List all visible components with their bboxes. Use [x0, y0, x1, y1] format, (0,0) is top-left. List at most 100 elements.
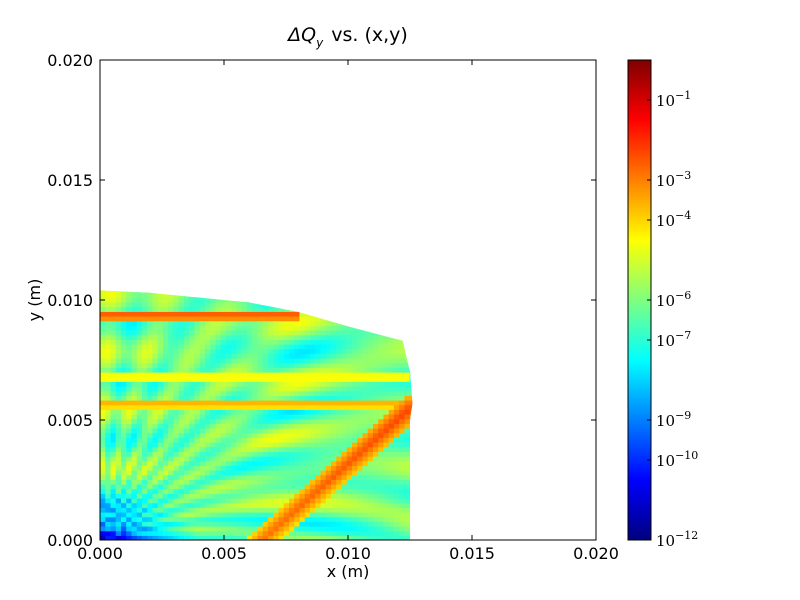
heatmap-cell: [320, 535, 327, 540]
heatmap-cell: [168, 367, 175, 373]
heatmap-cell: [215, 400, 222, 406]
heatmap-cell: [320, 386, 327, 392]
heatmap-cell: [157, 362, 164, 368]
heatmap-cell: [246, 442, 253, 448]
heatmap-cell: [393, 470, 400, 476]
heatmap-cell: [404, 512, 411, 518]
heatmap-cell: [341, 376, 348, 382]
heatmap-cell: [404, 432, 411, 438]
heatmap-cell: [383, 521, 390, 527]
heatmap-cell: [241, 325, 248, 331]
heatmap-cell: [131, 479, 138, 485]
heatmap-cell: [325, 320, 332, 326]
heatmap-cell: [231, 456, 238, 462]
heatmap-cell: [194, 470, 201, 476]
heatmap-cell: [231, 404, 238, 410]
heatmap-cell: [278, 432, 285, 438]
heatmap-cell: [383, 362, 390, 368]
heatmap-cell: [173, 409, 180, 415]
heatmap-cell: [341, 521, 348, 527]
heatmap-cell: [304, 353, 311, 359]
heatmap-cell: [273, 484, 280, 490]
heatmap-cell: [183, 381, 190, 387]
heatmap-cell: [346, 409, 353, 415]
heatmap-cell: [141, 428, 148, 434]
heatmap-cell: [225, 428, 232, 434]
heatmap-cell: [199, 530, 206, 536]
heatmap-cell: [168, 404, 175, 410]
heatmap-cell: [388, 437, 395, 443]
heatmap-cell: [126, 428, 133, 434]
heatmap-cell: [157, 367, 164, 373]
heatmap-cell: [336, 460, 343, 466]
heatmap-cell: [162, 381, 169, 387]
heatmap-cell: [294, 465, 301, 471]
heatmap-cell: [294, 437, 301, 443]
heatmap-cell: [110, 535, 117, 540]
heatmap-cell: [220, 437, 227, 443]
heatmap-cell: [204, 400, 211, 406]
heatmap-cell: [147, 372, 154, 378]
heatmap-cell: [194, 320, 201, 326]
heatmap-cell: [210, 381, 217, 387]
heatmap-cell: [199, 446, 206, 452]
heatmap-cell: [294, 367, 301, 373]
heatmap-cell: [225, 432, 232, 438]
heatmap-cell: [199, 498, 206, 504]
heatmap-cell: [267, 442, 274, 448]
heatmap-cell: [183, 428, 190, 434]
heatmap-cell: [220, 404, 227, 410]
heatmap-cell: [246, 367, 253, 373]
heatmap-cell: [320, 414, 327, 420]
heatmap-cell: [141, 512, 148, 518]
heatmap-cell: [294, 512, 301, 518]
heatmap-cell: [388, 339, 395, 345]
heatmap-cell: [283, 516, 290, 522]
heatmap-cell: [294, 442, 301, 448]
heatmap-cell: [362, 446, 369, 452]
heatmap-cell: [388, 493, 395, 499]
heatmap-cell: [121, 442, 127, 448]
heatmap-cell: [336, 498, 343, 504]
heatmap-cell: [210, 395, 217, 401]
heatmap-cell: [330, 465, 337, 471]
heatmap-cell: [330, 390, 337, 396]
heatmap-cell: [315, 418, 322, 424]
heatmap-cell: [194, 521, 201, 527]
heatmap-cell: [115, 348, 122, 354]
heatmap-cell: [315, 358, 322, 364]
heatmap-cell: [315, 535, 322, 540]
heatmap-cell: [388, 395, 395, 401]
heatmap-cell: [147, 460, 154, 466]
heatmap-cell: [194, 381, 201, 387]
heatmap-cell: [115, 353, 122, 359]
heatmap-cell: [152, 400, 159, 406]
heatmap-cell: [299, 428, 306, 434]
heatmap-cell: [252, 372, 259, 378]
heatmap-cell: [330, 409, 337, 415]
heatmap-cell: [141, 404, 148, 410]
heatmap-cell: [121, 488, 127, 494]
heatmap-cell: [220, 390, 227, 396]
heatmap-cell: [157, 339, 164, 345]
heatmap-cell: [231, 460, 238, 466]
heatmap-cell: [126, 493, 133, 499]
heatmap-cell: [189, 372, 196, 378]
heatmap-cell: [320, 418, 327, 424]
heatmap-cell: [220, 479, 227, 485]
heatmap-cell: [336, 339, 343, 345]
heatmap-cell: [141, 302, 148, 308]
heatmap-cell: [225, 334, 232, 340]
heatmap-cell: [399, 432, 406, 438]
heatmap-cell: [199, 367, 206, 373]
heatmap-cell: [168, 530, 175, 536]
heatmap-cell: [199, 428, 206, 434]
heatmap-cell: [131, 465, 138, 471]
heatmap-cell: [178, 302, 185, 308]
heatmap-cell: [173, 353, 180, 359]
heatmap-cell: [105, 437, 112, 443]
heatmap-cell: [404, 465, 411, 471]
heatmap-cell: [157, 381, 164, 387]
heatmap-cell: [367, 460, 374, 466]
heatmap-cell: [131, 512, 138, 518]
